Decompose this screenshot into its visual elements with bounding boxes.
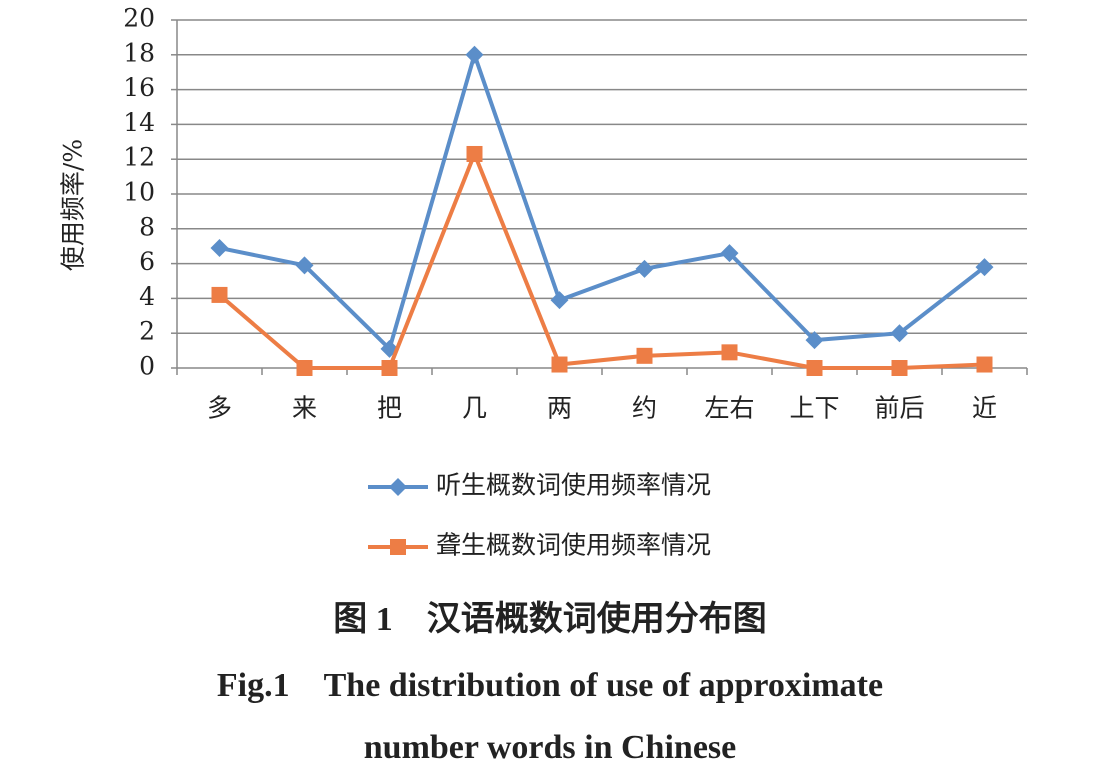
- x-tick-label: 上下: [789, 394, 839, 423]
- caption-en: number words in Chinese: [364, 729, 737, 766]
- data-point: [296, 360, 313, 376]
- data-point: [550, 291, 569, 310]
- data-point: [976, 356, 993, 373]
- data-point: [211, 286, 228, 303]
- caption-cn: 图 1 汉语概数词使用分布图: [333, 600, 767, 638]
- data-point: [890, 324, 909, 343]
- y-tick-label: 10: [123, 178, 155, 207]
- data-point: [551, 356, 568, 373]
- data-point: [721, 344, 738, 361]
- series-line: [218, 151, 985, 370]
- x-tick-label: 前后: [874, 394, 924, 423]
- data-point: [466, 145, 483, 162]
- data-point: [891, 360, 908, 376]
- y-tick-label: 0: [139, 352, 155, 381]
- data-point: [210, 238, 229, 257]
- data-point: [806, 360, 823, 376]
- y-tick-label: 12: [123, 143, 155, 172]
- series-line: [219, 52, 986, 351]
- x-tick-label: 约: [632, 394, 657, 423]
- caption-en: Fig.1 The distribution of use of approxi…: [217, 667, 883, 704]
- y-tick-label: 2: [139, 317, 155, 346]
- data-point: [635, 259, 654, 278]
- y-tick-label: 20: [123, 4, 155, 33]
- y-tick-label: 16: [123, 73, 155, 102]
- y-tick-label: 4: [139, 282, 155, 311]
- legend-label: 聋生概数词使用频率情况: [436, 531, 711, 560]
- x-tick-label: 两: [547, 394, 572, 423]
- x-tick-label: 来: [292, 394, 317, 423]
- y-tick-label: 14: [123, 108, 155, 137]
- data-point: [636, 347, 653, 364]
- y-tick-label: 8: [139, 212, 155, 241]
- y-tick-label: 6: [139, 247, 155, 276]
- y-tick-label: 18: [123, 38, 155, 67]
- x-tick-label: 多: [207, 394, 232, 423]
- data-point: [295, 256, 314, 275]
- x-tick-label: 几: [462, 394, 487, 423]
- legend-marker: [390, 539, 406, 555]
- data-point: [381, 360, 398, 376]
- data-point: [805, 331, 824, 350]
- data-point: [720, 244, 739, 263]
- x-tick-label: 左右: [704, 394, 754, 423]
- x-tick-label: 把: [377, 394, 402, 423]
- data-point: [465, 45, 484, 64]
- y-axis-label: 使用频率/%: [59, 139, 88, 271]
- x-tick-label: 近: [972, 394, 997, 423]
- legend-marker: [389, 478, 407, 496]
- data-point: [975, 258, 994, 277]
- legend-label: 听生概数词使用频率情况: [436, 471, 711, 500]
